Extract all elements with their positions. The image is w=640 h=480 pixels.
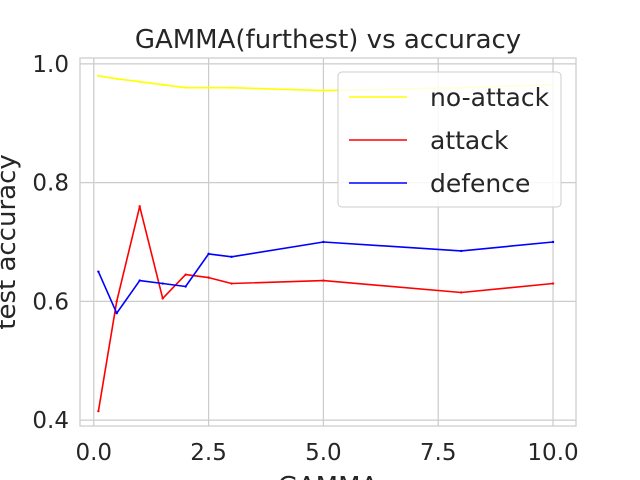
- x-tick-label: 10.0: [527, 440, 578, 466]
- x-axis-ticks: 0.0 2.5 5.0 7.5 10.0: [75, 440, 578, 466]
- data-point-attack: [459, 291, 463, 294]
- data-point-defence: [459, 249, 463, 253]
- data-point-no-attack: [138, 80, 141, 83]
- data-point-attack: [97, 409, 100, 413]
- data-point-attack: [207, 276, 210, 279]
- series-line-attack: [97, 205, 554, 412]
- data-point-no-attack: [322, 89, 325, 92]
- y-axis-label: test accuracy: [0, 154, 22, 330]
- data-point-defence: [322, 240, 325, 244]
- data-point-no-attack: [161, 83, 164, 86]
- plot-frame: [79, 57, 577, 427]
- x-tick-label: 2.5: [190, 440, 227, 466]
- data-point-defence: [97, 270, 100, 273]
- y-tick-label: 0.6: [32, 289, 69, 315]
- y-tick-label: 1.0: [32, 52, 69, 78]
- data-point-no-attack: [184, 86, 187, 89]
- data-point-attack: [115, 300, 118, 303]
- legend: no-attack attack defence: [337, 71, 562, 208]
- y-axis-ticks: 0.4 0.6 0.8 1.0: [32, 52, 69, 434]
- data-point-attack: [230, 282, 233, 285]
- x-tick-label: 7.5: [420, 440, 457, 466]
- legend-label-attack: attack: [430, 126, 509, 155]
- data-point-attack: [161, 297, 164, 300]
- data-point-attack: [184, 273, 187, 276]
- data-point-defence: [230, 255, 233, 259]
- x-tick-label: 0.0: [75, 440, 112, 466]
- data-point-defence: [184, 285, 187, 288]
- legend-label-no-attack: no-attack: [430, 83, 550, 112]
- data-point-defence: [115, 312, 118, 315]
- data-point-attack: [322, 279, 325, 282]
- data-point-attack: [551, 282, 555, 285]
- data-point-defence: [161, 282, 164, 285]
- legend-label-defence: defence: [430, 169, 530, 198]
- y-tick-label: 0.8: [32, 171, 69, 197]
- data-point-defence: [207, 252, 210, 256]
- x-tick-label: 5.0: [305, 440, 342, 466]
- data-point-defence: [551, 240, 555, 244]
- data-point-defence: [138, 279, 141, 282]
- y-tick-label: 0.4: [32, 408, 69, 434]
- x-axis-label: GAMMA: [278, 472, 379, 480]
- chart-title: GAMMA(furthest) vs accuracy: [135, 25, 521, 55]
- data-point-no-attack: [230, 86, 233, 89]
- legend-box: [337, 71, 562, 208]
- data-point-no-attack: [97, 74, 100, 78]
- series-line-defence: [97, 241, 554, 315]
- data-point-no-attack: [115, 77, 118, 80]
- data-point-no-attack: [207, 86, 210, 89]
- data-point-attack: [138, 205, 141, 208]
